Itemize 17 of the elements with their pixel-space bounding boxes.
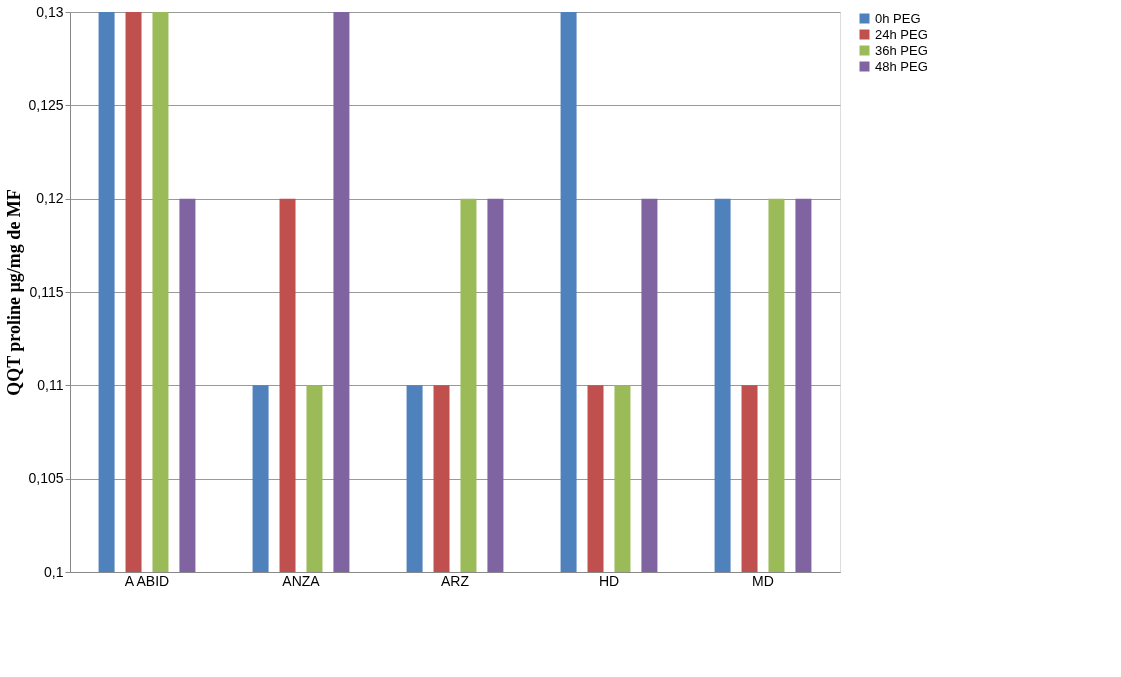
y-tick-label: 0,12 bbox=[36, 190, 64, 207]
y-tick-label: 0,115 bbox=[29, 283, 64, 300]
y-tick-label: 0,1 bbox=[44, 563, 64, 580]
y-tick-label: 0,125 bbox=[28, 96, 64, 113]
y-tick-label: 0,13 bbox=[36, 3, 64, 20]
legend-label: 48h PEG bbox=[875, 58, 928, 74]
y-axis-title: QQT proline µg/mg de MF bbox=[4, 189, 25, 396]
x-tick-label: HD bbox=[598, 572, 620, 589]
legend-label: 24h PEG bbox=[875, 26, 928, 42]
y-tick-label: 0,105 bbox=[28, 470, 64, 487]
legend-label: 36h PEG bbox=[875, 42, 928, 58]
x-tick-label: ARZ bbox=[441, 572, 470, 589]
legend-label: 0h PEG bbox=[875, 10, 921, 26]
x-tick-label: MD bbox=[752, 572, 774, 589]
x-tick-label: ANZA bbox=[282, 572, 321, 589]
x-tick-label: A ABID bbox=[124, 572, 170, 589]
y-tick-label: 0,11 bbox=[37, 376, 64, 393]
